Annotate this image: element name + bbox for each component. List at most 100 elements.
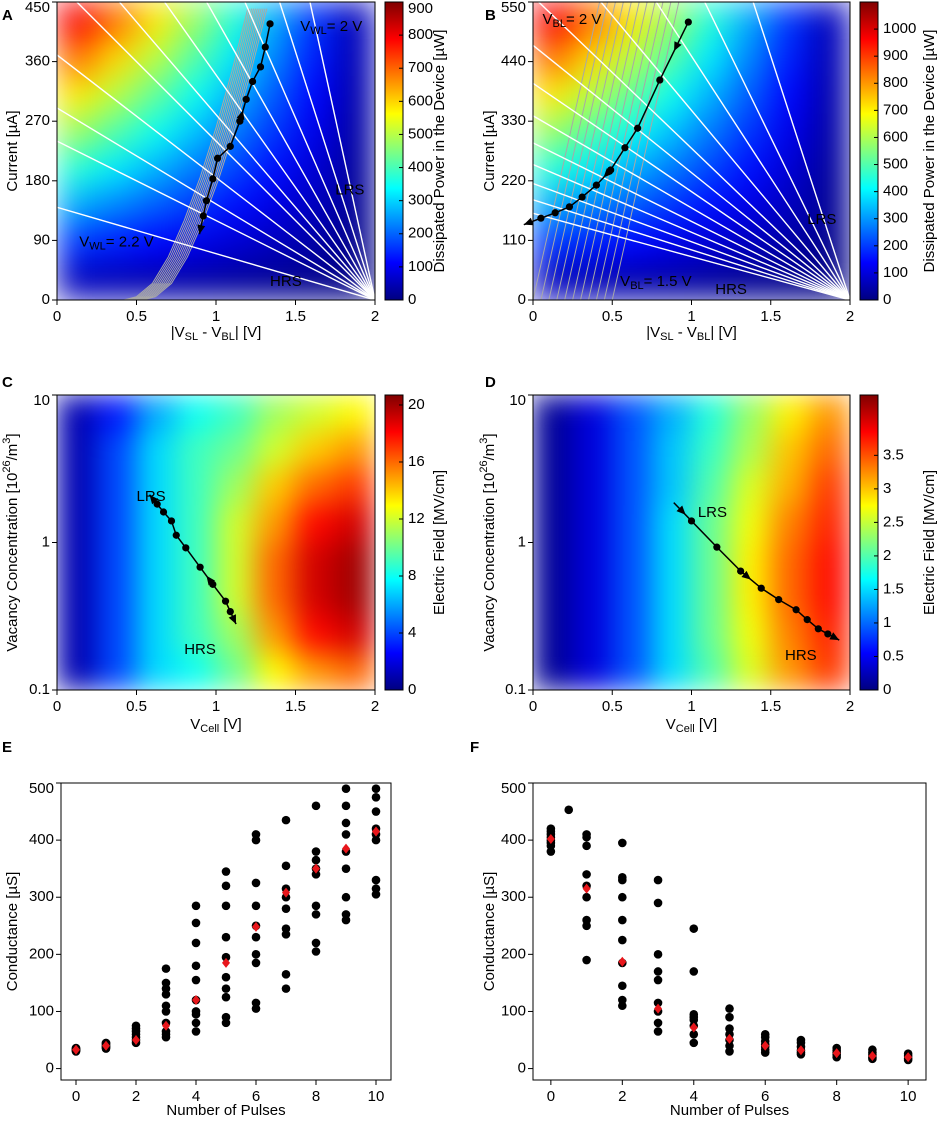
colorbar-tick-label: 20 [408,396,425,413]
data-point [131,1021,141,1031]
y-tick-label: 0.1 [29,681,50,698]
trajectory-point [209,175,217,183]
heat-cell [255,262,296,300]
mean-marker [832,1048,841,1059]
heat-cell [770,38,811,77]
colorbar-tick-label: 500 [408,125,433,142]
colorbar-tick-label: 400 [883,183,908,200]
heat-cell [691,150,732,189]
heatmap-cells [57,395,375,690]
data-point [221,952,231,962]
mean-marker [192,995,200,1006]
overlays [533,2,850,300]
y-tick-label: 550 [501,0,526,16]
data-point [311,901,321,911]
y-tick-label: 300 [501,888,526,905]
heat-cell [96,225,137,264]
data-point [161,1027,171,1036]
load-line [309,2,375,300]
y-tick-label: 0 [518,1060,526,1077]
load-line [533,182,850,300]
heat-cell [175,38,217,77]
x-tick-label: 10 [900,1088,917,1105]
heat-cell [57,542,98,580]
heat-cell [295,542,336,580]
data-point [221,992,231,1002]
data-point [281,984,291,993]
load-line [533,115,850,300]
colorbar-tick-label: 0 [408,681,416,698]
data-point [653,1027,663,1036]
load-line [752,2,850,300]
x-tick-label: 8 [833,1088,841,1105]
mean-marker [282,887,290,898]
trajectory-point [775,596,783,604]
trajectory-point [607,166,615,174]
x-tick-label: 2 [846,698,854,715]
x-tick-label: 0.5 [602,698,623,715]
heat-cell [572,431,613,470]
load-line [533,142,850,300]
heat-cell [533,76,574,115]
load-line [244,2,375,300]
heat-cell [334,615,375,654]
heat-cell [96,395,137,433]
data-point [689,1010,699,1019]
panel-letter: A [2,7,13,24]
heat-cell [533,38,574,77]
heat-cell [533,578,574,617]
heat-cell [334,76,375,115]
colorbar-tick-label: 300 [883,210,908,227]
heat-cell [730,76,772,115]
heat-cell [730,468,772,507]
wl-curve [133,8,258,300]
heat-cell [255,150,296,189]
heat-cell [215,505,257,543]
heat-cell [809,187,850,226]
data-point [281,815,291,825]
trajectory-point [153,500,161,508]
heat-cell [533,505,574,543]
data-point [191,975,201,985]
data-point [341,784,351,794]
heat-cell [215,468,257,507]
data-point [191,901,201,911]
y-tick-label: 400 [29,831,54,848]
data-point [191,1027,201,1036]
heat-cell [57,76,98,115]
load-line [703,2,850,300]
arrow-head [523,217,534,226]
annotation: LRS [137,488,166,505]
data-point [161,978,171,988]
data-point [221,901,231,911]
wl-curve [131,8,256,300]
data-point [221,881,231,891]
plot-frame [532,782,927,1081]
data-point [564,805,574,815]
data-point [221,867,231,876]
heat-cell [334,225,375,264]
annotation: VBL= 2 V [543,11,602,30]
trajectory-point [737,567,745,575]
heat-cell [572,652,613,690]
x-tick-label: 1 [687,308,695,325]
data-point [653,875,663,885]
heat-cell [533,652,574,690]
heat-cell [730,505,772,543]
heat-cell [691,505,732,543]
heat-cell [730,113,772,152]
heat-cell [770,652,811,690]
y-tick-label: 0.1 [505,681,526,698]
colorbar-tick-label: 500 [883,156,908,173]
x-tick-label: 2 [618,1088,626,1105]
heat-cell [691,652,732,690]
heat-cell [255,431,296,470]
heat-cell [809,578,850,617]
heatmap-cells [533,395,850,690]
heat-cell [136,615,177,654]
heat-cell [611,431,653,470]
heat-cell [57,2,98,40]
wl-curve-path [140,8,266,300]
heat-cell [691,395,732,433]
heat-cell [730,652,772,690]
